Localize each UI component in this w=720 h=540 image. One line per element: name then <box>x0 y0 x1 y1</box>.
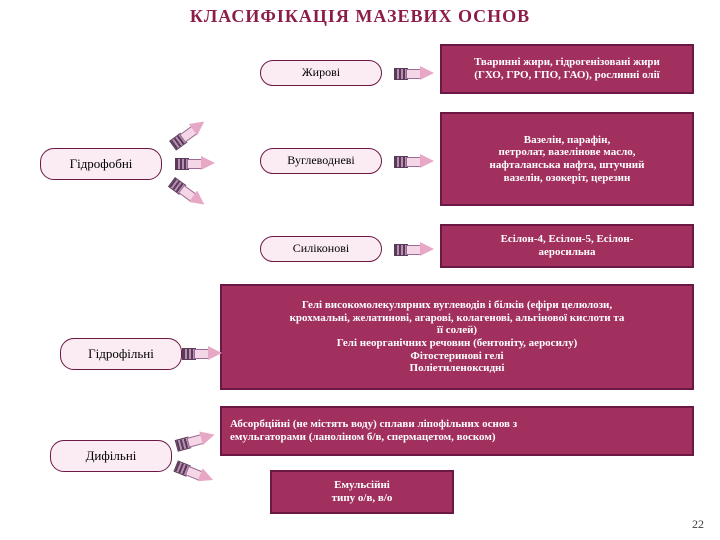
arrow-connector <box>182 346 222 360</box>
arrow-connector <box>168 116 209 151</box>
page-title: КЛАСИФІКАЦІЯ МАЗЕВИХ ОСНОВ <box>0 6 720 27</box>
examples-diphilic_abs: Абсорбційні (не містять воду) сплави ліп… <box>220 406 694 456</box>
arrow-connector <box>394 66 434 80</box>
category-hydrophilic: Гідрофільні <box>60 338 182 370</box>
examples-diphilic_emul: Емульсійні типу о/в, в/о <box>270 470 454 514</box>
arrow-connector <box>173 459 215 487</box>
arrow-connector <box>394 154 434 168</box>
subcategory-fat: Жирові <box>260 60 382 86</box>
arrow-connector <box>175 156 215 170</box>
arrow-connector <box>174 428 216 452</box>
category-hydrophobic: Гідрофобні <box>40 148 162 180</box>
examples-hydrophilic_ex: Гелі високомолекулярних вуглеводів і біл… <box>220 284 694 390</box>
subcategory-hydrocarb: Вуглеводневі <box>260 148 382 174</box>
category-diphilic: Дифільні <box>50 440 172 472</box>
examples-hydrocarb_ex: Вазелін, парафін, петролат, вазелінове м… <box>440 112 694 206</box>
subcategory-silicone: Силіконові <box>260 236 382 262</box>
arrow-connector <box>168 175 209 210</box>
page-number: 22 <box>692 517 704 532</box>
examples-fat_ex: Тваринні жири, гідрогенізовані жири (ГХО… <box>440 44 694 94</box>
arrow-connector <box>394 242 434 256</box>
examples-silicone_ex: Есілон-4, Есілон-5, Есілон- аеросильна <box>440 224 694 268</box>
